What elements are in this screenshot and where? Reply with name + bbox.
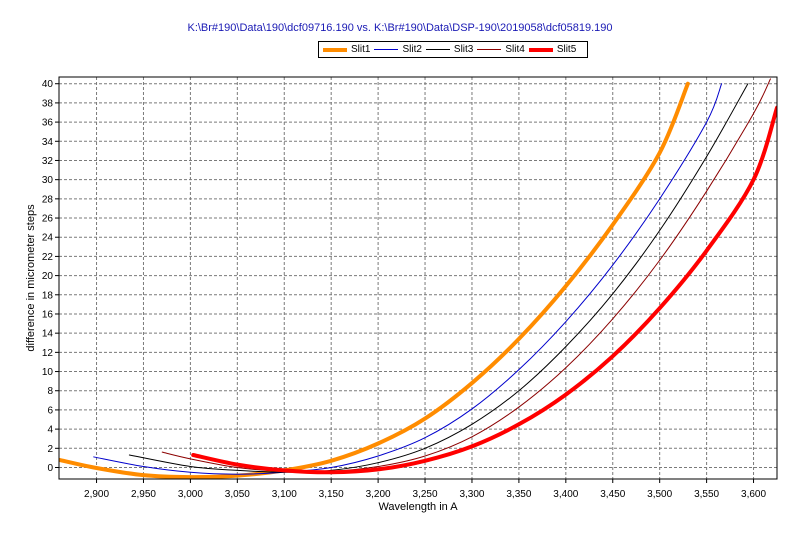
- y-tick-label: 24: [42, 233, 54, 244]
- y-tick-label: 10: [42, 367, 54, 378]
- legend-swatch-slit4: [477, 49, 502, 50]
- y-tick-label: 28: [42, 194, 54, 205]
- x-tick-label: 3,250: [413, 489, 438, 500]
- y-tick-label: 20: [42, 271, 54, 282]
- series-line-slit1: [59, 81, 690, 479]
- legend-item-slit3: Slit3: [425, 44, 474, 55]
- x-tick-label: 3,500: [647, 489, 672, 500]
- y-tick-label: 40: [42, 79, 54, 90]
- y-tick-label: 30: [42, 175, 54, 186]
- legend-item-slit5: Slit5: [528, 44, 577, 55]
- legend-swatch-slit5: [528, 47, 553, 52]
- x-tick-label: 2,900: [84, 489, 109, 500]
- y-tick-label: 6: [47, 405, 53, 416]
- legend: Slit1 Slit2 Slit3 Slit4 Slit5: [318, 41, 588, 58]
- legend-label-slit4: Slit4: [505, 44, 525, 55]
- y-tick-label: 16: [42, 309, 54, 320]
- series-line-slit2: [93, 83, 723, 475]
- x-tick-label: 3,050: [225, 489, 250, 500]
- y-tick-label: 4: [47, 425, 53, 436]
- legend-label-slit5: Slit5: [556, 44, 577, 55]
- y-tick-label: 34: [42, 137, 54, 148]
- x-tick-label: 3,200: [366, 489, 391, 500]
- series-line-slit3: [128, 83, 749, 473]
- grid: [59, 77, 777, 479]
- legend-label-slit1: Slit1: [351, 44, 371, 55]
- y-tick-label: 8: [47, 386, 53, 397]
- x-tick-label: 3,600: [741, 489, 766, 500]
- legend-item-slit2: Slit2: [374, 44, 422, 55]
- y-tick-label: 2: [47, 444, 53, 455]
- series-layer: [59, 78, 777, 479]
- y-tick-label: 26: [42, 214, 54, 225]
- y-tick-label: 22: [42, 252, 54, 263]
- x-tick-label: 3,300: [459, 489, 484, 500]
- x-tick-label: 3,350: [506, 489, 531, 500]
- y-tick-label: 0: [47, 463, 53, 474]
- plot-frame: [58, 76, 778, 480]
- series-line-slit4: [161, 78, 771, 473]
- legend-label-slit2: Slit2: [402, 44, 422, 55]
- legend-swatch-slit2: [374, 49, 399, 50]
- y-tick-label: 14: [42, 329, 54, 340]
- y-tick-label: 32: [42, 156, 54, 167]
- x-tick-label: 3,450: [600, 489, 625, 500]
- legend-swatch-slit3: [425, 49, 450, 50]
- legend-label-slit3: Slit3: [453, 44, 474, 55]
- x-axis-ticks: 2,900 2,950 3,000 3,050 3,100 3,150 3,200 3,250…: [84, 479, 766, 500]
- y-tick-label: 38: [42, 98, 54, 109]
- x-axis-title: Wavelength in A: [378, 501, 458, 513]
- chart-title: K:\Br#190\Data\190\dcf09716.190 vs. K:\B…: [187, 22, 613, 34]
- legend-item-slit4: Slit4: [477, 44, 525, 55]
- y-axis-title: difference in micrometer steps: [25, 204, 37, 352]
- x-tick-label: 3,150: [319, 489, 344, 500]
- x-tick-label: 3,100: [272, 489, 297, 500]
- x-tick-label: 3,400: [553, 489, 578, 500]
- series-line-slit5: [191, 105, 777, 475]
- y-tick-label: 36: [42, 118, 54, 129]
- legend-item-slit1: Slit1: [323, 44, 370, 55]
- y-tick-label: 18: [42, 290, 54, 301]
- y-tick-label: 12: [42, 348, 54, 359]
- legend-swatch-slit1: [323, 47, 347, 52]
- x-tick-label: 3,550: [694, 489, 719, 500]
- x-tick-label: 3,000: [178, 489, 203, 500]
- x-tick-label: 2,950: [131, 489, 156, 500]
